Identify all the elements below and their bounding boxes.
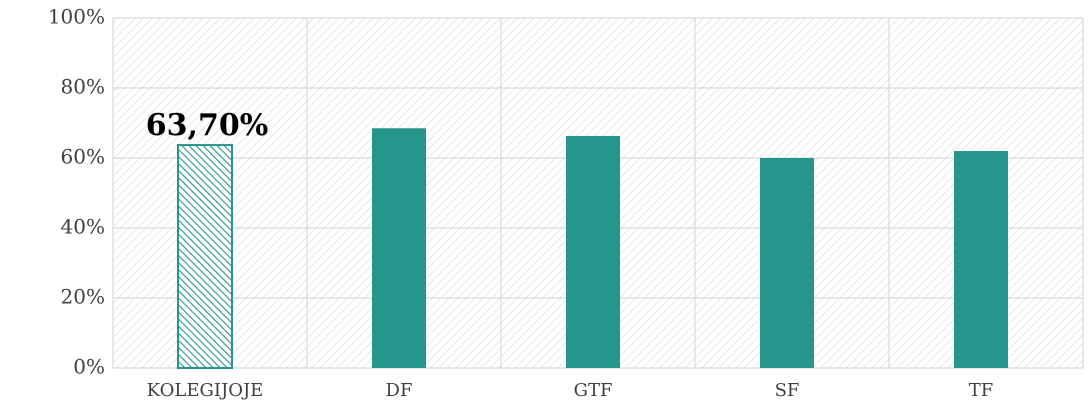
bar — [954, 151, 1008, 368]
y-tick-label: 20% — [61, 285, 105, 309]
bar — [177, 144, 233, 369]
x-tick-label: KOLEGIJOJE — [147, 380, 264, 401]
y-tick-label: 0% — [73, 355, 105, 379]
bar — [566, 135, 620, 368]
x-tick-label: GTF — [574, 380, 613, 401]
y-tick-label: 100% — [48, 5, 105, 29]
y-tick-label: 80% — [61, 75, 105, 99]
value-label: 63,70% — [146, 108, 268, 143]
y-tick-label: 60% — [61, 145, 105, 169]
x-tick-label: TF — [969, 380, 994, 401]
y-tick-label: 40% — [61, 215, 105, 239]
bar — [760, 158, 814, 368]
x-tick-label: SF — [775, 380, 800, 401]
bar — [372, 128, 426, 368]
x-tick-label: DF — [386, 380, 413, 401]
